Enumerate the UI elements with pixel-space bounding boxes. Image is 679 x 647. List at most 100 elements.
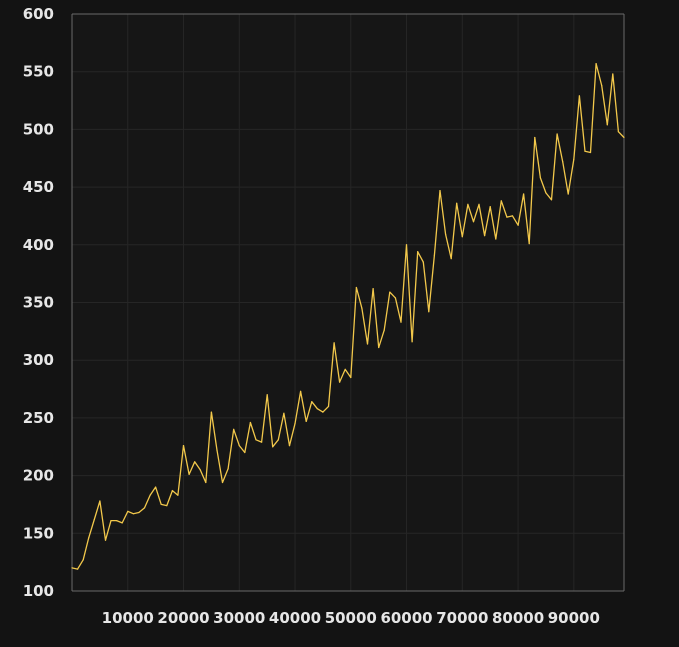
data-point — [539, 177, 542, 179]
data-point — [606, 124, 608, 126]
data-point — [116, 520, 118, 522]
data-point — [567, 193, 569, 195]
x-tick-label: 40000 — [269, 609, 321, 627]
x-tick-label: 80000 — [492, 609, 544, 627]
y-tick-label: 400 — [23, 236, 54, 254]
data-point — [210, 411, 212, 413]
data-point — [562, 161, 564, 163]
data-point — [71, 567, 73, 569]
y-tick-label: 550 — [23, 63, 54, 81]
y-tick-label: 500 — [23, 120, 54, 138]
data-point — [82, 559, 84, 561]
data-point — [456, 202, 458, 204]
data-point — [400, 321, 402, 323]
data-point — [188, 473, 190, 475]
data-point — [305, 420, 307, 422]
data-point — [422, 261, 424, 263]
series-group — [71, 62, 625, 570]
y-tick-label: 250 — [23, 409, 54, 427]
data-point — [439, 190, 441, 192]
data-point — [322, 411, 324, 413]
data-point — [405, 244, 408, 246]
data-point — [495, 238, 497, 240]
data-point — [221, 481, 224, 484]
data-point — [573, 158, 575, 160]
data-point — [261, 441, 263, 443]
data-point — [333, 342, 335, 344]
y-tick-label: 450 — [23, 178, 54, 196]
y-tick-label: 150 — [23, 524, 54, 542]
data-point — [300, 390, 302, 392]
data-point — [595, 63, 597, 65]
data-point — [155, 486, 157, 488]
data-point — [272, 446, 274, 448]
data-point — [478, 203, 480, 205]
data-point — [378, 346, 380, 349]
data-point — [417, 251, 419, 253]
data-point — [389, 291, 391, 293]
data-point — [249, 421, 251, 424]
data-point — [411, 341, 413, 343]
data-point — [355, 286, 357, 289]
data-point — [528, 243, 530, 245]
data-point — [433, 254, 435, 256]
data-point — [383, 329, 385, 331]
data-point — [394, 297, 396, 299]
data-point — [99, 500, 101, 502]
data-point — [288, 445, 291, 447]
data-point — [88, 537, 90, 539]
data-point — [339, 381, 341, 383]
data-point — [472, 221, 475, 223]
data-point — [294, 423, 296, 425]
data-point — [545, 192, 547, 194]
data-point — [617, 131, 620, 133]
data-point — [316, 408, 318, 410]
data-point — [110, 520, 112, 522]
x-tick-label: 30000 — [213, 609, 265, 627]
data-point — [500, 200, 502, 202]
data-point — [534, 136, 536, 139]
data-point — [77, 568, 79, 570]
data-point — [311, 401, 313, 403]
data-point — [244, 451, 246, 454]
data-point — [511, 215, 514, 217]
data-point — [127, 510, 129, 512]
data-point — [171, 490, 173, 492]
x-tick-label: 90000 — [548, 609, 600, 627]
data-point — [623, 136, 625, 139]
data-point — [372, 288, 374, 290]
data-point — [194, 461, 196, 463]
data-point — [366, 343, 369, 345]
data-point — [327, 405, 330, 407]
data-point — [578, 95, 581, 97]
x-tick-label: 70000 — [436, 609, 488, 627]
data-point — [584, 150, 586, 152]
data-point — [556, 133, 558, 135]
data-point — [601, 84, 603, 87]
data-point — [484, 235, 486, 237]
data-point — [550, 199, 553, 201]
data-point — [138, 511, 140, 514]
data-point — [238, 445, 240, 447]
data-point — [277, 439, 279, 441]
data-point — [227, 468, 229, 470]
data-point — [93, 518, 95, 521]
data-point — [283, 412, 285, 414]
y-tick-labels: 100 150 200 250 300 350 400 450 500 550 600 — [23, 5, 54, 600]
x-tick-label: 20000 — [157, 609, 209, 627]
data-point — [177, 494, 179, 496]
data-point — [216, 449, 218, 451]
y-tick-label: 600 — [23, 5, 54, 23]
data-point — [104, 539, 107, 541]
y-tick-label: 300 — [23, 351, 54, 369]
data-point — [255, 439, 257, 441]
data-point — [199, 469, 201, 471]
x-tick-label: 50000 — [325, 609, 377, 627]
data-point — [517, 224, 519, 226]
y-tick-label: 200 — [23, 467, 54, 485]
axes — [71, 13, 625, 592]
data-point — [149, 494, 151, 496]
data-point — [506, 216, 508, 218]
data-point — [589, 151, 592, 154]
